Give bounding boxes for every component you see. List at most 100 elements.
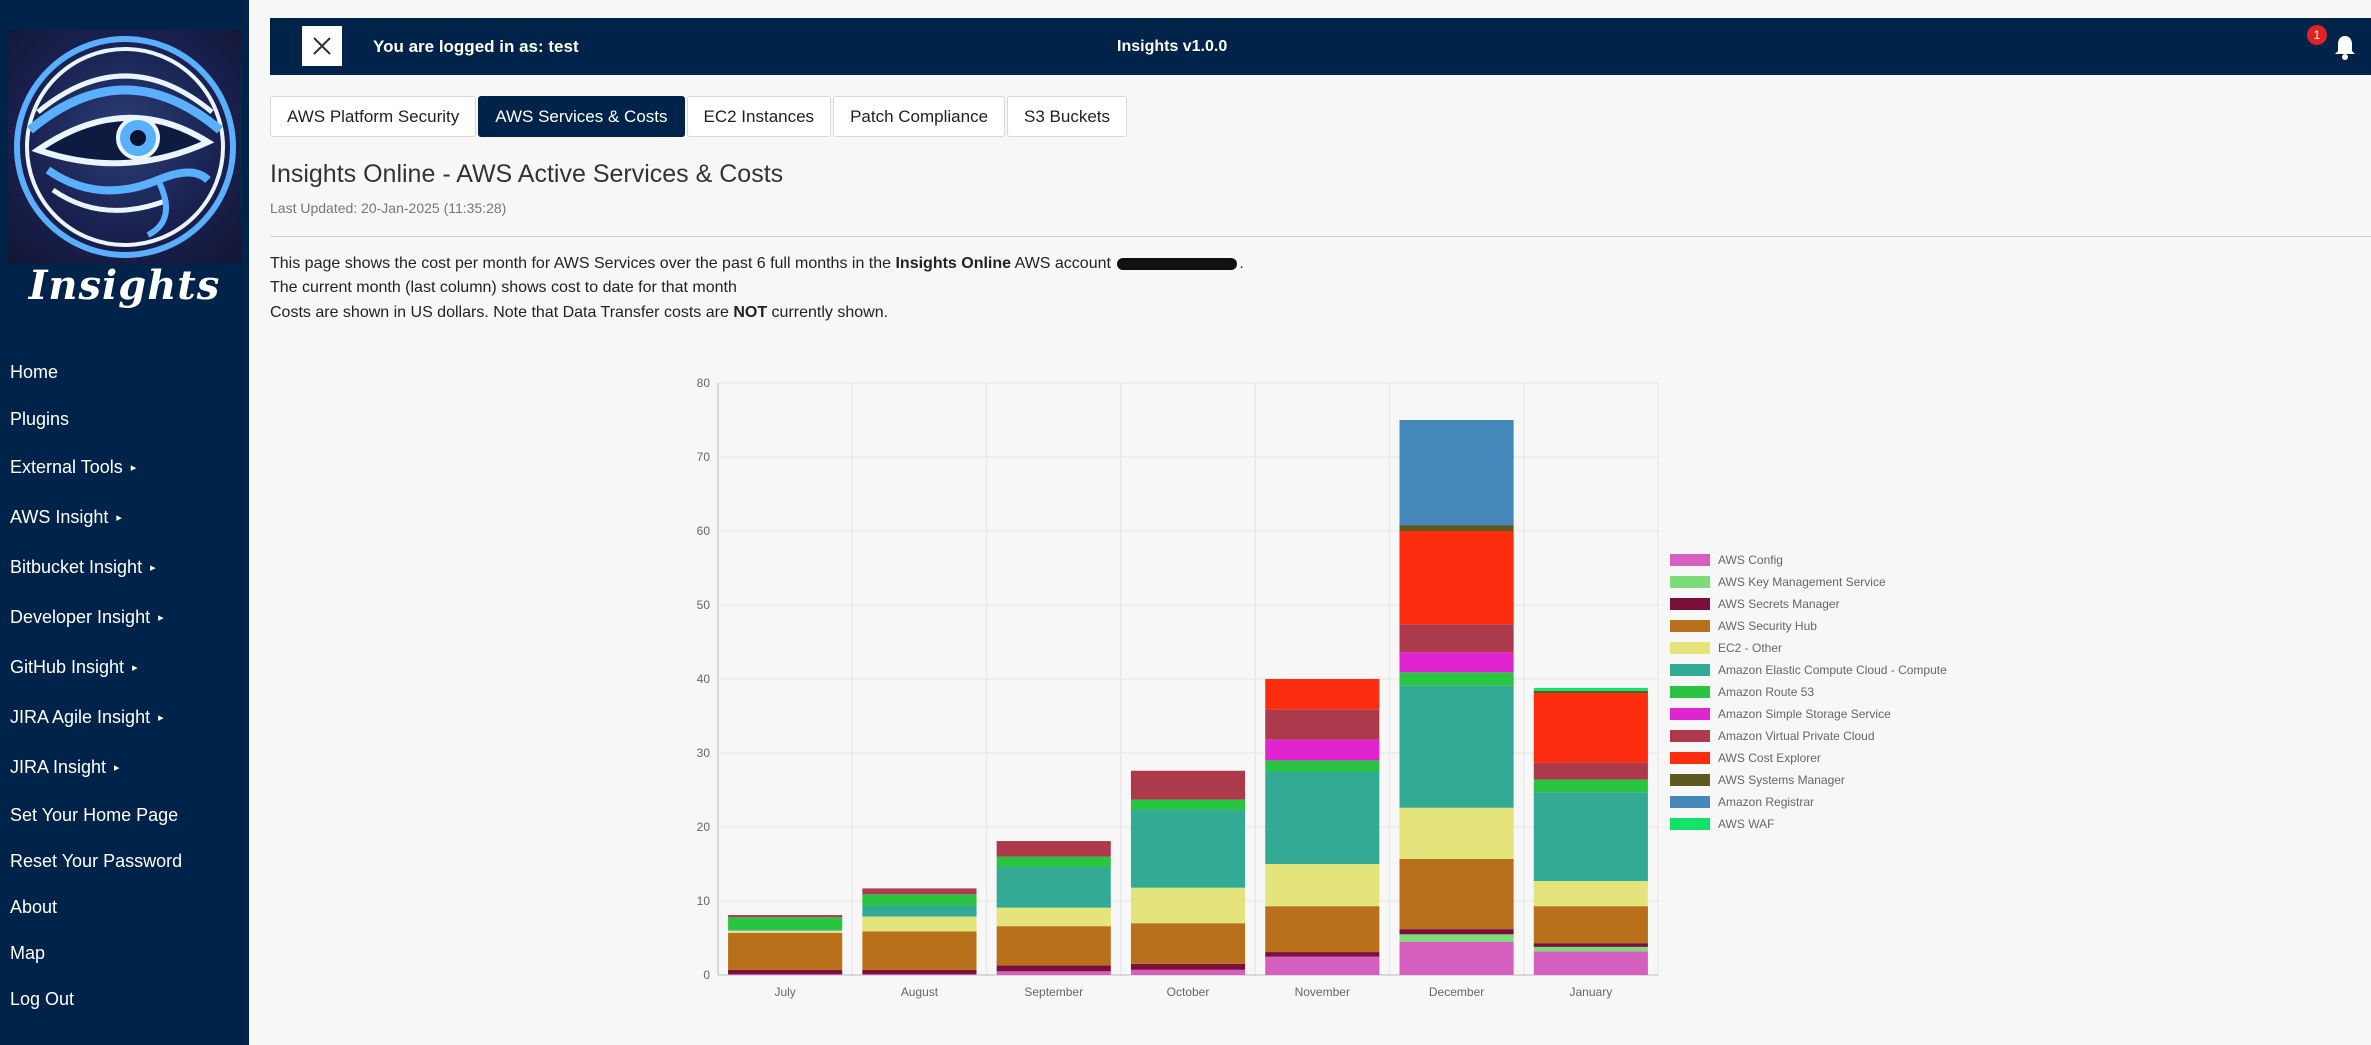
tab-aws-platform-security[interactable]: AWS Platform Security [270,96,477,137]
sidebar-item-bitbucket-insight[interactable]: Bitbucket Insight ▸ [10,557,156,578]
bar-segment-january-2 [1533,943,1648,947]
sidebar-item-label: Plugins [10,409,70,429]
bell-icon [2335,36,2355,60]
legend-swatch [1670,686,1710,698]
bar-segment-august-0 [862,974,977,975]
sidebar-item-aws-insight[interactable]: AWS Insight ▸ [10,507,122,528]
divider [270,236,2371,237]
tab-aws-services-costs[interactable]: AWS Services & Costs [478,96,685,137]
bar-segment-july-0 [728,974,843,975]
desc1-end: . [1239,255,1244,272]
app-logo [8,30,242,264]
desc3-bold: NOT [733,304,768,321]
x-tick-label: December [1429,985,1484,999]
desc1-text-2: AWS account [1011,255,1116,272]
sidebar-item-label: Reset Your Password [10,851,183,871]
sidebar-item-label: Map [10,943,46,963]
bar-segment-january-5 [1533,792,1648,882]
bar-segment-january-10 [1533,690,1648,694]
bar-segment-september-4 [996,907,1111,927]
sidebar-item-developer-insight[interactable]: Developer Insight ▸ [10,607,164,628]
legend-label: AWS Systems Manager [1718,773,1845,787]
legend-swatch [1670,818,1710,830]
bar-segment-november-6 [1265,760,1380,772]
bar-segment-december-2 [1399,929,1514,935]
bar-segment-december-5 [1399,685,1514,808]
sidebar-item-label: AWS Insight [10,507,109,527]
bar-segment-october-2 [1130,963,1246,970]
sidebar-item-github-insight[interactable]: GitHub Insight ▸ [10,657,138,678]
x-tick-label: October [1167,985,1210,999]
tab-ec2-instances[interactable]: EC2 Instances [686,96,832,137]
account-name: Insights Online [895,255,1012,272]
sidebar-item-about[interactable]: About [10,897,57,918]
sidebar-item-log-out[interactable]: Log Out [10,989,74,1010]
redacted-account-id [1117,257,1238,270]
bar-segment-november-4 [1265,864,1380,907]
sidebar-item-set-your-home-page[interactable]: Set Your Home Page [10,805,178,826]
desc3-text-2: currently shown. [767,304,889,321]
sidebar-item-jira-agile-insight[interactable]: JIRA Agile Insight ▸ [10,707,164,728]
bar-segment-december-0 [1399,941,1514,975]
bar-segment-october-4 [1130,887,1246,924]
legend-swatch [1670,620,1710,632]
sidebar-item-label: JIRA Insight [10,757,107,777]
bar-segment-july-4 [728,930,843,933]
bar-segment-january-9 [1533,693,1648,763]
legend-swatch [1670,796,1710,808]
x-tick-label: November [1295,985,1350,999]
y-tick-label: 30 [697,746,711,760]
desc1-text: This page shows the cost per month for A… [270,255,896,272]
sidebar-item-jira-insight[interactable]: JIRA Insight ▸ [10,757,120,778]
sidebar-item-map[interactable]: Map [10,943,45,964]
bar-segment-december-10 [1399,525,1514,531]
app-title: Insights v1.0.0 [1117,38,1228,55]
tab-patch-compliance[interactable]: Patch Compliance [833,96,1006,137]
tab-bar: AWS Platform Security AWS Services & Cost… [270,96,1129,137]
sidebar-item-external-tools[interactable]: External Tools ▸ [10,457,136,478]
bar-segment-august-2 [862,969,977,975]
submenu-arrow-icon: ▸ [130,462,137,474]
sidebar-item-home[interactable]: Home [10,362,58,383]
sidebar-item-plugins[interactable]: Plugins [10,409,69,430]
bar-segment-november-5 [1265,771,1380,864]
sidebar-item-label: Set Your Home Page [10,805,179,825]
desc3-text: Costs are shown in US dollars. Note that… [270,304,734,321]
sidebar-item-label: About [10,897,58,917]
legend-label: Amazon Simple Storage Service [1718,707,1891,721]
bar-segment-january-6 [1533,779,1648,793]
x-tick-label: January [1570,985,1613,999]
legend-swatch [1670,576,1710,588]
legend-swatch [1670,598,1710,610]
bar-segment-september-5 [996,866,1111,908]
legend-label: AWS Cost Explorer [1718,751,1821,765]
close-sidebar-button[interactable] [302,26,342,66]
tab-s3-buckets[interactable]: S3 Buckets [1007,96,1128,137]
bar-segment-october-0 [1130,969,1246,975]
bar-segment-december-1 [1399,934,1514,942]
legend-label: Amazon Virtual Private Cloud [1718,729,1875,743]
description-line-2: The current month (last column) shows co… [270,279,737,296]
x-tick-label: July [774,985,795,999]
bar-segment-october-8 [1130,770,1246,800]
y-tick-label: 40 [697,672,711,686]
bar-segment-november-0 [1265,956,1380,975]
bar-segment-september-2 [996,965,1111,972]
notifications-button[interactable] [2330,32,2360,62]
legend-label: AWS Secrets Manager [1718,597,1840,611]
bar-segment-september-3 [996,926,1111,966]
bar-segment-december-8 [1399,624,1514,653]
sidebar-item-label: External Tools [10,457,123,477]
bar-segment-july-2 [728,969,843,975]
bar-segment-august-4 [862,916,977,932]
bar-segment-december-4 [1399,807,1514,859]
bar-segment-august-3 [862,931,977,970]
bar-segment-november-9 [1265,679,1380,710]
sidebar-item-reset-your-password[interactable]: Reset Your Password [10,851,182,872]
bar-segment-january-1 [1533,946,1648,952]
bar-segment-september-8 [996,841,1111,857]
bar-segment-august-8 [862,888,977,895]
sidebar: Insights Home Plugins External Tools ▸ AWS I… [0,0,249,1045]
eye-logo-icon [14,36,236,258]
x-tick-label: September [1024,985,1083,999]
